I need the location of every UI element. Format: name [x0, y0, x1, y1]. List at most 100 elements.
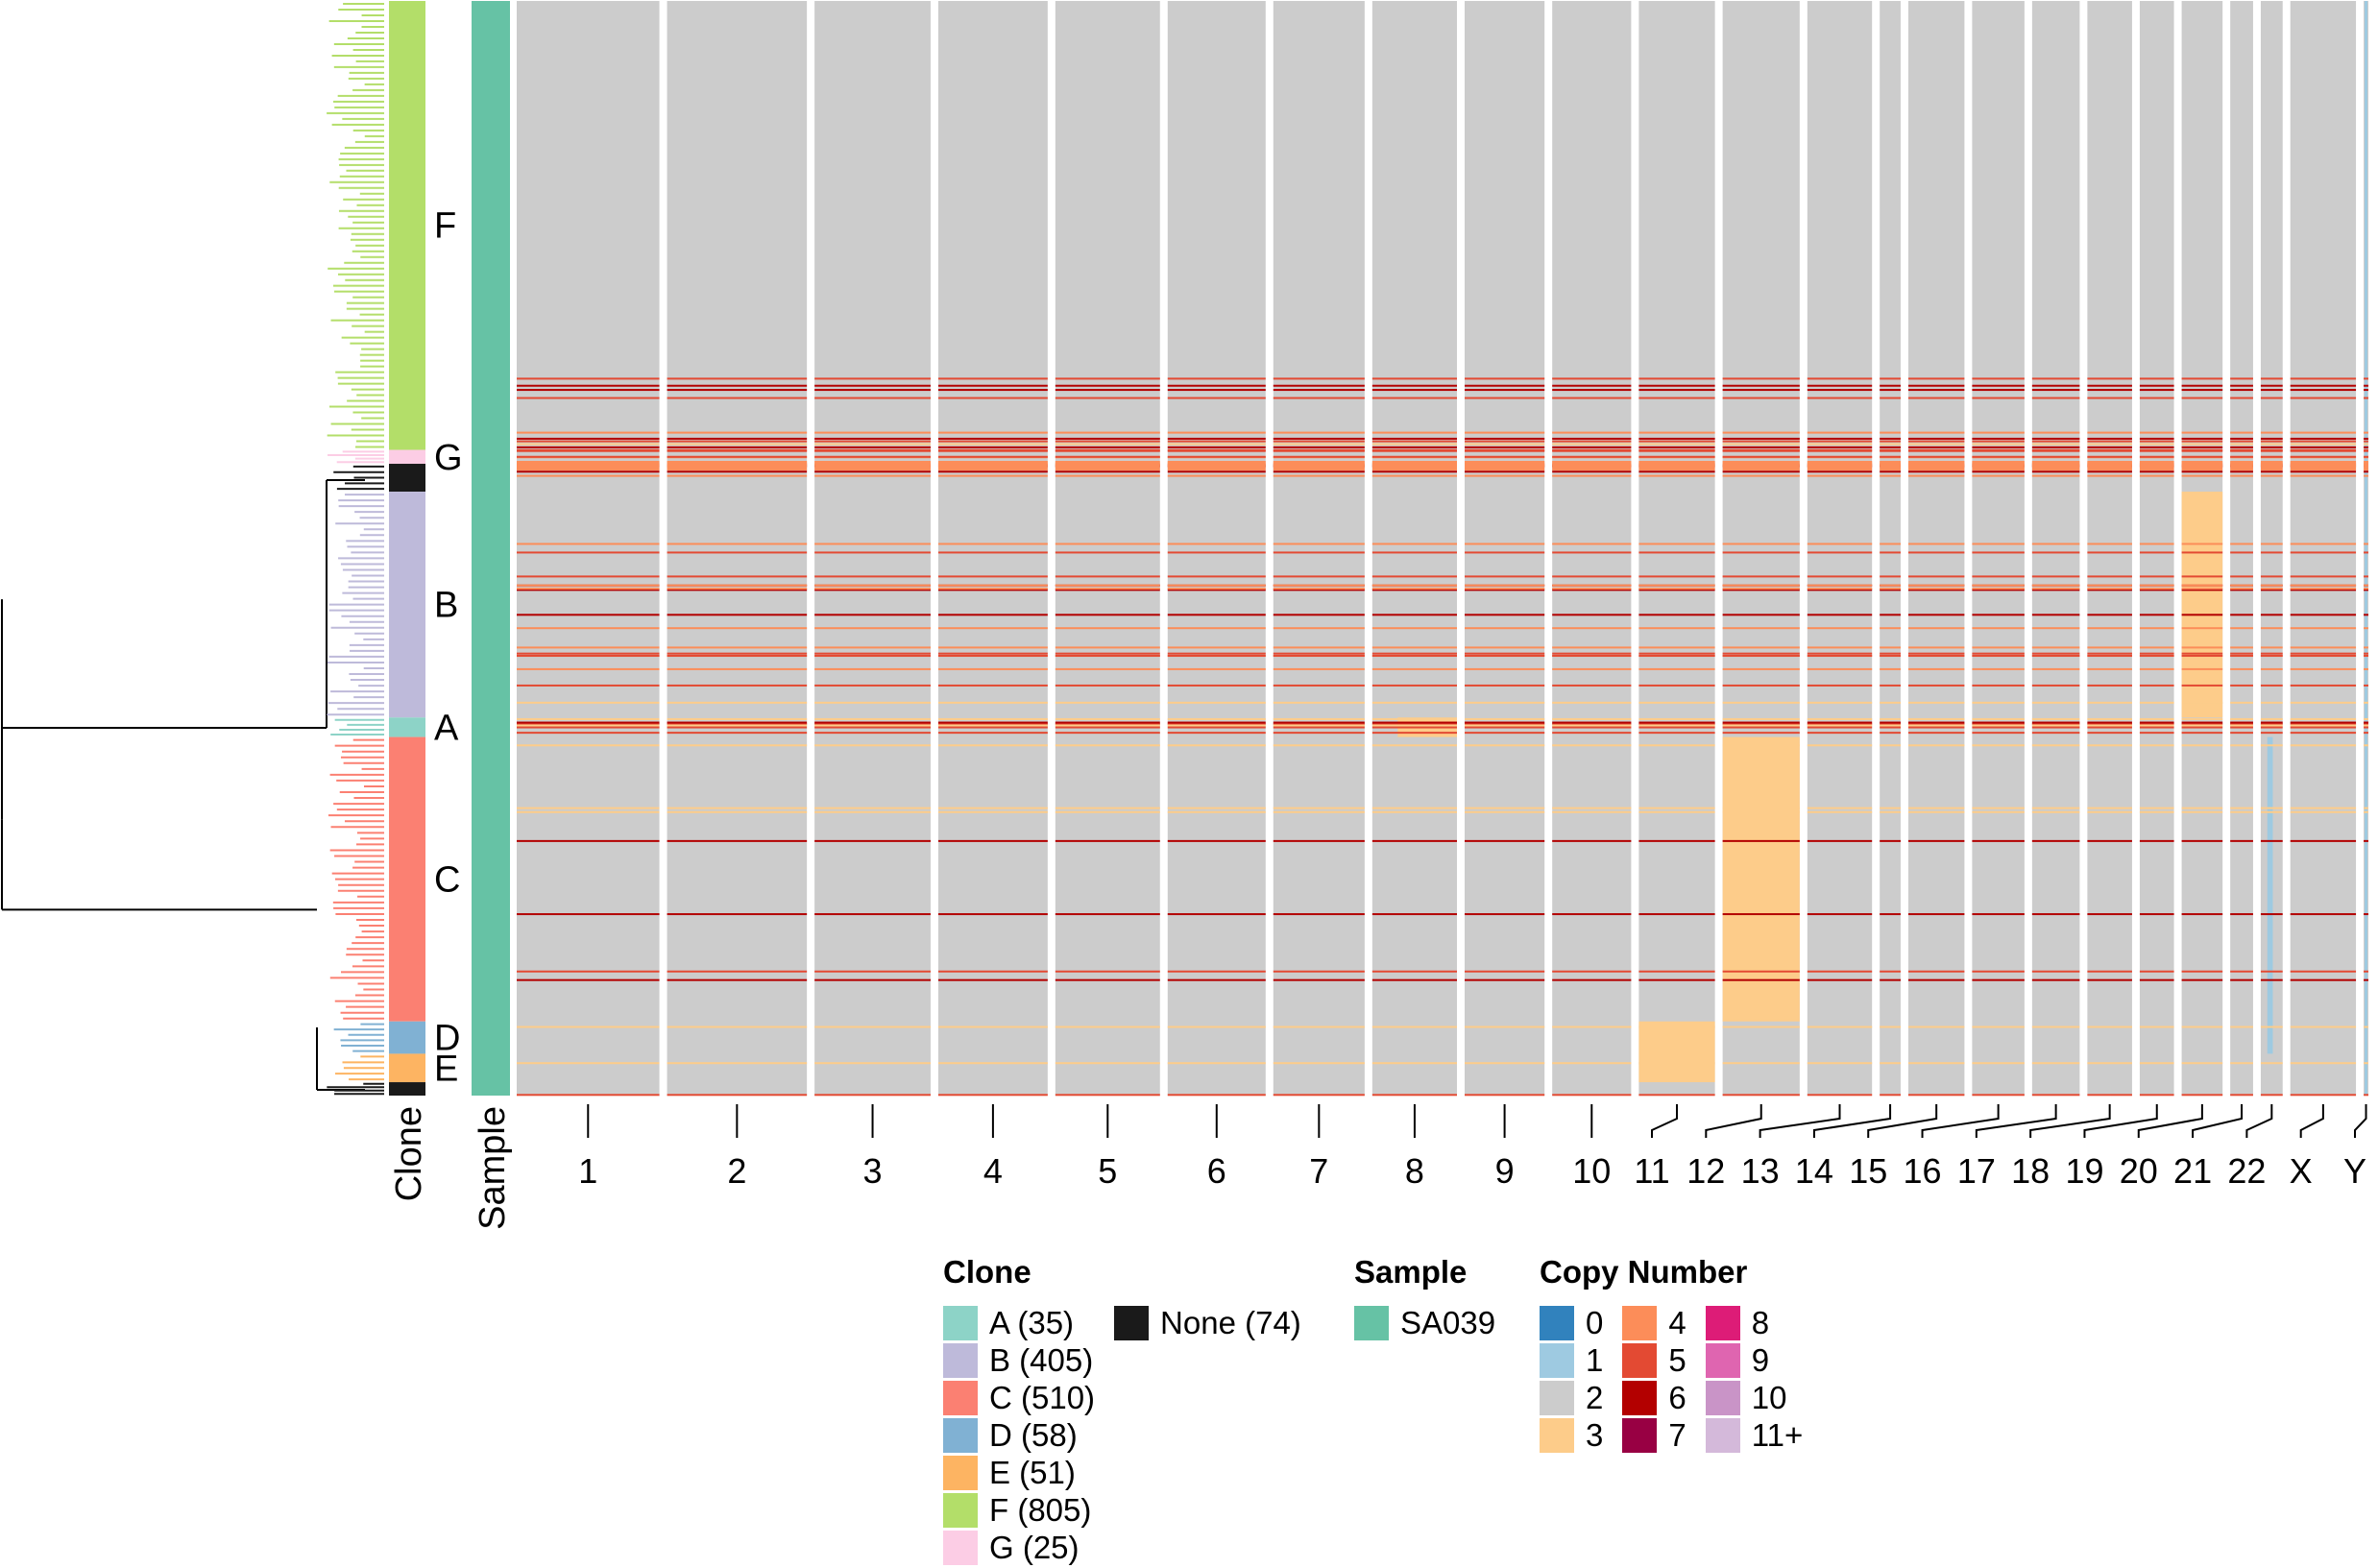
cell-row-chr4	[937, 1094, 1048, 1097]
cell-row-chr9	[1465, 732, 1545, 735]
cell-row-band-chr9	[1465, 461, 1545, 470]
cell-row-chr13	[1807, 667, 1873, 670]
cell-row-chr5	[1055, 446, 1160, 448]
cell-row-chrX	[2290, 810, 2357, 813]
cell-row-chr1	[517, 722, 660, 725]
cell-row-chr17	[2031, 446, 2080, 448]
chromosome-tick-15	[1867, 1104, 1938, 1138]
chromosome-label-2: 2	[727, 1151, 746, 1191]
cell-row-chr10	[1552, 701, 1632, 704]
cell-row-chr22	[2260, 684, 2283, 687]
cell-row-chrX	[2290, 807, 2357, 809]
cell-row-chr3	[814, 627, 931, 630]
chromosome-block-11	[1638, 1, 1715, 1096]
cell-row-chr17	[2031, 443, 2080, 446]
cell-row-chr18	[2087, 701, 2132, 704]
cell-row-chr9	[1465, 474, 1545, 477]
cell-row-chr7	[1273, 474, 1365, 477]
cell-row-chr10	[1552, 1025, 1632, 1028]
cell-row-chr2	[667, 431, 808, 434]
cell-row-chr11	[1638, 384, 1715, 387]
copy-number-legend-item-label: 4	[1668, 1304, 1686, 1340]
cell-row-chr3	[814, 654, 931, 657]
cell-row-chr3	[814, 721, 931, 724]
cell-row-chr14	[1880, 726, 1901, 729]
cell-row-chr11	[1638, 732, 1715, 735]
cell-row-chr5	[1055, 587, 1160, 590]
cell-row-chr13	[1807, 384, 1873, 387]
cell-row-chr6	[1167, 584, 1266, 587]
cell-row-chrY	[2364, 978, 2368, 981]
cell-row-chr21	[2230, 654, 2253, 657]
cell-row-chr15	[1907, 448, 1965, 451]
cell-row-chr16	[1972, 440, 2025, 443]
cell-row-chr7	[1273, 913, 1365, 916]
chromosome-label-14: 14	[1795, 1151, 1833, 1191]
cell-row-chrX	[2290, 389, 2357, 392]
cell-row-chr6	[1167, 384, 1266, 387]
cell-row-chr5	[1055, 389, 1160, 392]
cell-row-chr20	[2181, 701, 2223, 704]
cell-row-chr17	[2031, 384, 2080, 387]
cell-row-chr6	[1167, 614, 1266, 616]
copy-number-legend-item-label: 0	[1586, 1304, 1604, 1340]
cell-row-chr22	[2260, 448, 2283, 451]
cell-row-chr21	[2230, 810, 2253, 813]
chromosome-block-21	[2230, 1, 2253, 1096]
sample-legend-item-swatch	[1354, 1305, 1389, 1340]
clone-segment-A	[389, 717, 425, 737]
cell-row-chr18	[2087, 589, 2132, 591]
cell-row-chrY	[2364, 384, 2368, 387]
cell-row-chr13	[1807, 913, 1873, 916]
cell-row-chr20	[2181, 667, 2223, 670]
cell-row-chr17	[2031, 397, 2080, 399]
cell-row-chr17	[2031, 474, 2080, 477]
cell-row-chr5	[1055, 455, 1160, 458]
cell-row-chr2	[667, 440, 808, 443]
cell-row-chr12	[1722, 1062, 1800, 1065]
cell-row-chr16	[1972, 587, 2025, 590]
cell-row-band-chr19	[2139, 461, 2174, 470]
clone-legend-item-label: C (510)	[989, 1379, 1096, 1415]
cell-row-chr8	[1371, 667, 1458, 670]
cell-row-chr2	[667, 701, 808, 704]
cell-row-chr20	[2181, 584, 2223, 587]
cell-row-chr20	[2181, 970, 2223, 973]
cell-row-chr5	[1055, 807, 1160, 809]
cell-row-chrX	[2290, 732, 2357, 735]
cell-row-chrX	[2290, 455, 2357, 458]
cell-row-chr21	[2230, 455, 2253, 458]
cell-row-chr15	[1907, 717, 1965, 720]
dendrogram	[1, 479, 365, 1091]
cell-row-chr7	[1273, 551, 1365, 554]
cell-row-chr2	[667, 839, 808, 842]
cell-row-chr14	[1880, 397, 1901, 399]
cell-row-chrX	[2290, 584, 2357, 587]
cell-row-chr20	[2181, 810, 2223, 813]
cell-row-chr14	[1880, 654, 1901, 657]
cell-row-chr16	[1972, 389, 2025, 392]
cell-row-chr18	[2087, 652, 2132, 655]
cell-row-chr4	[937, 1025, 1048, 1028]
cell-row-chr12	[1722, 443, 1800, 446]
cell-row-chr11	[1638, 646, 1715, 649]
cell-row-chr2	[667, 446, 808, 448]
cell-row-chr13	[1807, 397, 1873, 399]
clone-track-title: Clone	[389, 1106, 429, 1201]
cell-row-chrY	[2364, 913, 2368, 916]
copy-number-legend-item-swatch	[1705, 1305, 1740, 1340]
cell-row-chr21	[2230, 584, 2253, 587]
cell-row-chr5	[1055, 543, 1160, 545]
clone-legend-item: G (25)	[943, 1529, 1095, 1566]
cell-row-chrY	[2364, 1094, 2368, 1097]
cell-row-chr11	[1638, 443, 1715, 446]
cell-row-chr4	[937, 652, 1048, 655]
cell-row-chr5	[1055, 474, 1160, 477]
cell-row-chr13	[1807, 551, 1873, 554]
cell-row-chr6	[1167, 627, 1266, 630]
cell-row-chr7	[1273, 654, 1365, 657]
cell-row-chr8	[1371, 474, 1458, 477]
cell-row-chr1	[517, 839, 660, 842]
cell-row-chrY	[2364, 587, 2368, 590]
cell-row-chr20	[2181, 614, 2223, 616]
